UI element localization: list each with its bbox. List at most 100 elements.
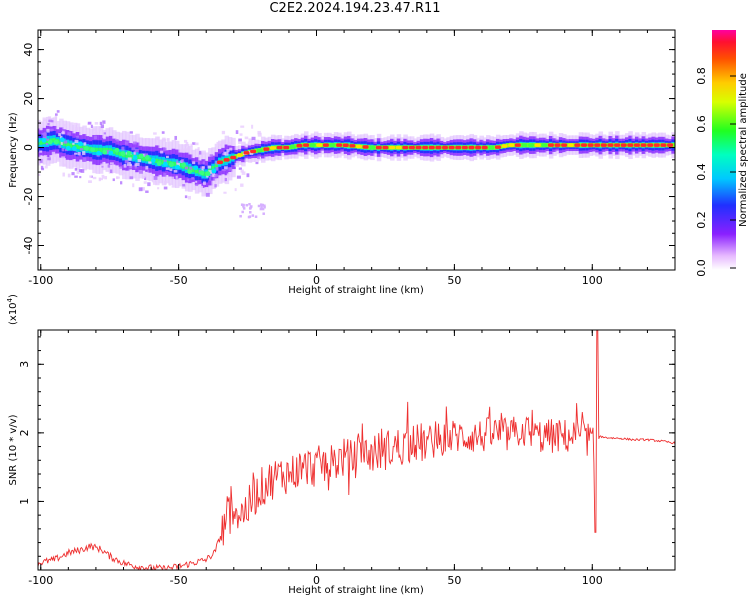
spectrum-speckle [260,205,263,209]
colorbar-label: Normalized spectral amplitude [738,73,749,227]
spectrum-speckle [183,148,188,152]
spectrum-core [141,156,147,161]
y-tick-label: 2 [18,429,31,436]
spectrum-speckle [259,203,263,206]
spectrum-speckle [74,139,79,143]
ridge-dot [53,139,59,145]
spectrum-speckle [239,133,243,136]
spectrum-speckle [229,147,233,151]
ridge-blob [329,143,336,147]
spectrum-speckle [247,215,251,219]
spectrum-core [552,142,557,148]
spectrum-speckle [145,190,149,193]
spectrum-speckle [239,214,242,218]
spectrum-speckle [93,128,96,131]
ridge-blob [567,143,574,147]
spectrum-core [65,142,71,148]
spectrum-core [472,145,478,150]
spectrum-speckle [76,162,80,166]
ridge-blob [263,147,270,151]
spectrum-speckle [224,166,228,170]
spectrum-speckle [227,142,231,146]
spectrum-speckle [197,147,200,151]
spectrum-speckle [63,140,68,144]
colorbar-tick-label: 0.2 [695,211,708,229]
spectrum-speckle [61,156,65,159]
spectrum-speckle [46,128,50,133]
spectrum-speckle [82,151,86,156]
spectrum-core [406,145,412,150]
spectrum-core [591,142,597,148]
spectrum-speckle [121,172,126,175]
spectrum-core [565,142,570,148]
ridge-dot [78,141,83,147]
ridge-blob [574,143,581,147]
spectrum-speckle [89,175,93,178]
ridge-dot [120,151,126,156]
colorbar-tick-label: 0.8 [695,67,708,85]
spectrum-core [227,156,233,161]
spectrum-speckle [48,119,53,123]
spectrum-speckle [242,203,245,207]
spectrum-core [366,145,372,150]
spectrum-speckle [249,211,252,214]
spectrum-speckle [168,183,171,186]
ridge-dot [96,150,102,156]
spectrum-speckle [169,168,173,172]
x-tick-label: 50 [447,574,461,587]
x-tick-label: 0 [313,574,320,587]
spectrum-core [108,148,114,153]
spectrum-speckle [238,140,242,144]
spectrum-core [261,147,266,152]
spectrum-core [558,142,564,148]
snr-plot [38,330,675,570]
spectrum-speckle [71,172,75,176]
ridge-dot [126,150,132,156]
spectrum-speckle [132,183,135,188]
ridge-blob [514,143,521,147]
spectrum-speckle [207,165,212,169]
spectrum-core [300,142,306,148]
spectrum-core [79,145,84,150]
spectrum-speckle [251,214,255,217]
spectrum-core [347,143,352,148]
spectrum-speckle [101,165,104,168]
spectrum-core [605,142,610,148]
spectrum-speckle [42,135,47,139]
spectrum-speckle [123,163,127,168]
ridge-blob [355,144,362,149]
spectrum-core [419,145,425,150]
spectrum-speckle [165,167,170,170]
spectrum-speckle [40,165,44,170]
spectrum-speckle [160,150,164,154]
spectrum-speckle [181,159,184,163]
spectrum-speckle [163,172,167,177]
spectrum-core [479,145,484,150]
spectrum-speckle [43,132,47,136]
spectrum-speckle [94,131,98,134]
spectrum-speckle [102,120,106,124]
spectrum-speckle [83,157,87,162]
spectrum-speckle [44,165,48,169]
ridge-blob [349,144,356,148]
spectrum-speckle [93,135,98,140]
spectrum-core [644,142,650,148]
ridge-blob [667,143,674,147]
spectrum-speckle [257,132,262,137]
x-tick-label: -50 [170,574,188,587]
spectrum-speckle [99,121,103,125]
spectrum-core [353,143,359,149]
spectrum-speckle [133,141,137,145]
spectrum-speckle [201,167,204,172]
ridge-blob [534,143,541,147]
spectrum-speckle [121,146,125,151]
ridge-dot [59,137,65,143]
spectrum-speckle [101,174,105,179]
spectrum-speckle [98,128,102,132]
spectrum-speckle [105,150,110,154]
spectrum-core [598,142,604,148]
spectrum-core [578,142,584,148]
spectrum-speckle [153,132,157,135]
ridge-blob [283,145,290,150]
